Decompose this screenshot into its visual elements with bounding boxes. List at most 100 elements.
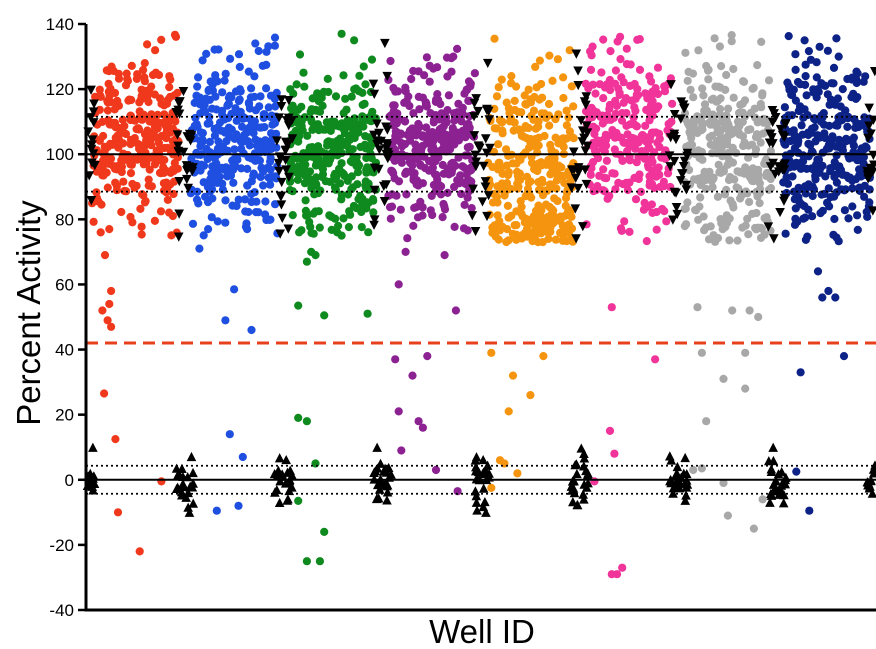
- data-point: [163, 195, 172, 204]
- data-point: [194, 199, 203, 208]
- data-point: [137, 222, 146, 231]
- data-point: [755, 199, 764, 208]
- data-point: [359, 62, 368, 71]
- data-point: [638, 131, 647, 140]
- data-point: [207, 169, 216, 178]
- data-point: [422, 102, 431, 111]
- data-point: [213, 77, 222, 86]
- data-point: [807, 128, 816, 137]
- high-control-marker: [284, 96, 294, 106]
- x-axis-title: Well ID: [429, 613, 535, 649]
- high-control-marker: [468, 184, 478, 194]
- data-point: [259, 181, 268, 190]
- outlier-point: [792, 467, 801, 476]
- data-point: [251, 135, 260, 144]
- data-point: [653, 63, 663, 72]
- data-point: [790, 195, 799, 204]
- data-point: [407, 74, 416, 84]
- data-point: [450, 222, 459, 231]
- data-point: [800, 105, 809, 114]
- data-point: [151, 46, 160, 55]
- high-control-marker: [178, 147, 189, 157]
- data-point: [249, 129, 258, 138]
- outlier-point: [605, 426, 615, 435]
- outlier-point: [414, 417, 423, 426]
- data-point: [497, 179, 507, 188]
- data-point: [633, 35, 642, 44]
- low-control-marker: [484, 468, 494, 478]
- data-point: [343, 141, 352, 151]
- data-point: [787, 90, 796, 99]
- data-point: [804, 139, 813, 148]
- outlier-point: [431, 465, 441, 475]
- data-point: [647, 200, 657, 209]
- outlier-point: [135, 547, 144, 556]
- data-point: [297, 226, 306, 235]
- outlier-point: [504, 407, 513, 416]
- low-control-marker: [181, 492, 191, 502]
- data-point: [619, 78, 628, 87]
- data-point: [808, 212, 817, 221]
- data-point: [840, 206, 850, 215]
- high-control-marker: [86, 196, 97, 206]
- high-control-marker: [171, 107, 182, 118]
- data-point: [817, 79, 826, 88]
- high-control-marker: [90, 161, 100, 171]
- outlier-point: [508, 371, 518, 380]
- high-control-marker: [88, 107, 99, 117]
- y-tick-label: 40: [55, 341, 74, 360]
- data-point: [511, 82, 521, 91]
- data-point: [494, 235, 503, 244]
- high-control-marker: [173, 141, 183, 151]
- data-point: [744, 230, 753, 239]
- data-point: [453, 44, 462, 54]
- high-control-marker: [474, 143, 485, 153]
- data-point: [221, 196, 230, 205]
- data-point: [150, 70, 159, 79]
- high-control-marker: [283, 224, 294, 234]
- outlier-point: [394, 280, 403, 289]
- data-point: [733, 167, 742, 176]
- high-control-marker: [671, 203, 682, 213]
- data-point: [166, 75, 175, 84]
- data-point: [430, 170, 440, 179]
- data-point: [606, 86, 615, 95]
- data-point: [524, 85, 533, 94]
- outlier-point: [294, 496, 303, 505]
- data-point: [167, 231, 176, 240]
- data-point: [230, 154, 239, 163]
- data-points: [82, 29, 876, 579]
- high-control-marker: [369, 220, 379, 230]
- data-point: [138, 190, 147, 199]
- data-point: [587, 51, 596, 60]
- data-point: [715, 42, 725, 51]
- data-point: [616, 55, 625, 64]
- data-point: [833, 94, 843, 103]
- data-point: [425, 77, 434, 86]
- data-point: [528, 229, 538, 238]
- data-point: [630, 103, 639, 112]
- outlier-point: [839, 352, 849, 361]
- data-point: [440, 202, 449, 211]
- data-point: [368, 107, 377, 116]
- data-point: [525, 143, 534, 152]
- data-point: [562, 224, 571, 233]
- data-point: [447, 159, 456, 168]
- data-point: [351, 84, 361, 93]
- data-point: [586, 65, 596, 74]
- data-point: [144, 175, 153, 184]
- data-point: [801, 72, 810, 81]
- data-point: [135, 98, 144, 107]
- data-point: [790, 220, 800, 229]
- data-point: [525, 191, 534, 200]
- data-point: [361, 80, 370, 89]
- data-point: [531, 62, 540, 71]
- data-point: [450, 116, 459, 125]
- data-point: [759, 118, 768, 127]
- low-control-marker: [776, 480, 787, 490]
- data-point: [331, 92, 341, 101]
- data-point: [832, 178, 842, 187]
- data-point: [240, 195, 250, 204]
- low-control-marker: [579, 494, 589, 504]
- data-point: [337, 29, 346, 38]
